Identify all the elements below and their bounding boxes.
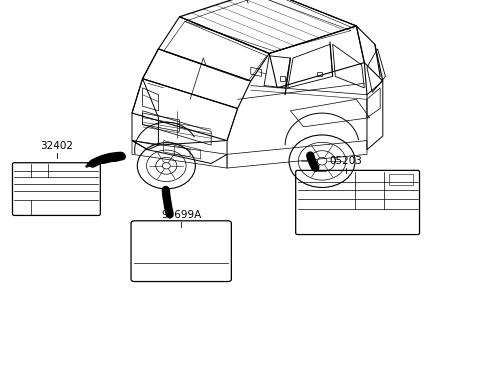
FancyArrowPatch shape (166, 190, 170, 214)
FancyArrowPatch shape (86, 165, 90, 166)
Bar (389, 174, 413, 185)
FancyArrowPatch shape (310, 155, 315, 168)
Text: 32402: 32402 (40, 141, 73, 151)
Text: 05203: 05203 (329, 156, 362, 166)
FancyArrowPatch shape (170, 216, 171, 217)
Text: 97699A: 97699A (161, 210, 202, 220)
FancyArrowPatch shape (93, 156, 121, 163)
FancyArrowPatch shape (316, 169, 317, 170)
